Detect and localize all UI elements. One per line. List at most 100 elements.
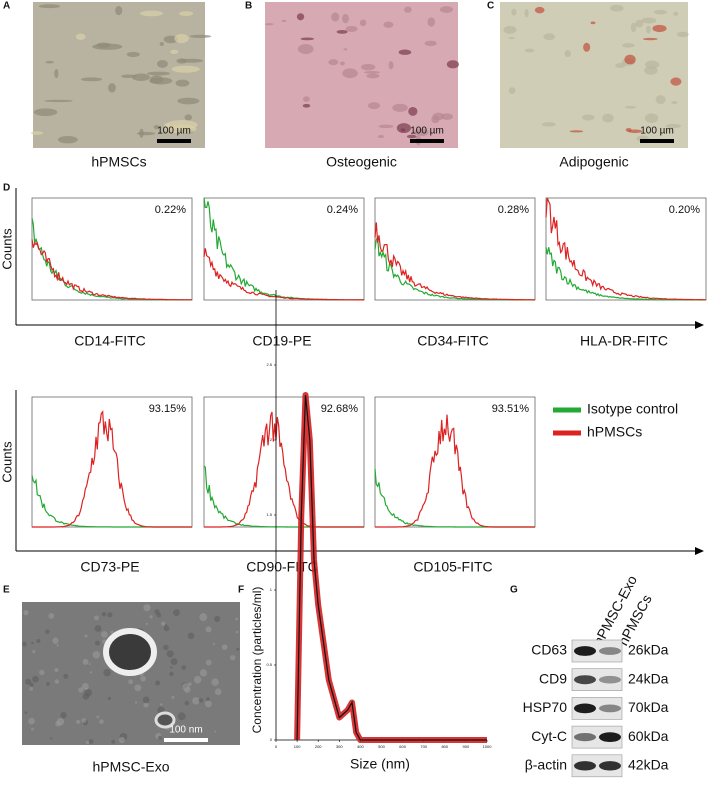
cell (644, 113, 659, 124)
cell (508, 36, 515, 40)
texture (56, 717, 65, 726)
cell (43, 99, 73, 103)
cell (581, 114, 595, 121)
histogram (204, 411, 364, 528)
texture (192, 697, 200, 705)
cell (408, 107, 418, 116)
x-tick-label: 1000 (483, 744, 493, 749)
legend-label: hPMSCs (587, 424, 642, 440)
texture (92, 650, 101, 659)
arrow (695, 321, 704, 329)
texture (24, 711, 28, 714)
texture (22, 641, 27, 647)
y-tick-label: 1 (270, 587, 273, 592)
band (599, 647, 621, 655)
cell (176, 58, 187, 64)
x-tick-label: 200 (315, 744, 322, 749)
x-tick-label: 300 (336, 744, 343, 749)
percent: 0.22% (155, 204, 186, 216)
blot-strip (571, 639, 623, 663)
cell (45, 60, 54, 64)
cell (300, 37, 315, 41)
cell (281, 19, 287, 22)
size-label: 70kDa (628, 699, 669, 715)
cell (108, 83, 116, 93)
texture (31, 641, 34, 645)
cell (340, 61, 345, 66)
cell (624, 105, 637, 109)
histogram (545, 197, 706, 301)
cell (622, 43, 635, 48)
protein-label: HSP70 (523, 699, 568, 715)
y-tick-label: 1.5 (266, 512, 272, 517)
panel-label: G (510, 585, 518, 596)
texture (142, 696, 150, 704)
cell (189, 34, 212, 38)
cell (366, 73, 380, 79)
cell (171, 65, 200, 73)
texture (82, 658, 89, 665)
texture (184, 700, 190, 706)
texture (52, 637, 59, 644)
percent: 0.20% (669, 204, 700, 216)
texture (54, 668, 59, 673)
texture (63, 673, 69, 679)
cell (624, 54, 636, 65)
texture (205, 626, 212, 633)
cell (439, 6, 453, 13)
texture (156, 612, 162, 618)
cell (673, 11, 679, 16)
percent: 93.15% (149, 403, 187, 415)
cell (131, 73, 151, 81)
cell (146, 71, 171, 76)
texture (170, 658, 178, 666)
cell (153, 125, 160, 130)
cell (543, 33, 555, 41)
cell (404, 6, 412, 13)
size-label: 24kDa (628, 670, 669, 686)
texture (235, 617, 239, 621)
texture (236, 647, 240, 651)
texture (235, 630, 239, 634)
texture (96, 715, 100, 719)
panel-label: F (238, 585, 244, 596)
plot-frame (31, 396, 193, 528)
texture (221, 644, 228, 651)
cell (363, 71, 380, 74)
texture (214, 615, 221, 623)
texture (204, 700, 212, 708)
cell (642, 37, 658, 41)
percent: 93.51% (492, 403, 530, 415)
texture (54, 679, 60, 684)
cell (635, 19, 644, 28)
y-tick-label: 0.5 (266, 662, 272, 667)
texture (60, 712, 67, 719)
panel-label: B (245, 1, 252, 12)
cell (424, 40, 437, 47)
cell (569, 130, 584, 133)
texture (28, 717, 35, 725)
texture (29, 687, 33, 691)
cell (359, 19, 367, 27)
texture (181, 665, 187, 670)
texture (32, 675, 39, 683)
cell (524, 8, 529, 18)
panel-label: A (3, 1, 10, 12)
cell (630, 22, 637, 33)
x-tick-label: 700 (420, 744, 427, 749)
cell (302, 103, 311, 108)
panel-label: C (487, 1, 494, 12)
cell (184, 114, 192, 121)
texture (88, 739, 94, 744)
marker-label: HLA-DR-FITC (580, 333, 668, 349)
blot-strip (571, 697, 623, 720)
texture (188, 682, 192, 686)
texture (166, 650, 174, 658)
histogram (374, 222, 535, 301)
texture (182, 683, 190, 691)
cell (671, 101, 678, 105)
scale-label: 100 µm (157, 126, 191, 137)
texture (205, 659, 212, 666)
cell (646, 25, 651, 34)
texture (157, 735, 163, 740)
